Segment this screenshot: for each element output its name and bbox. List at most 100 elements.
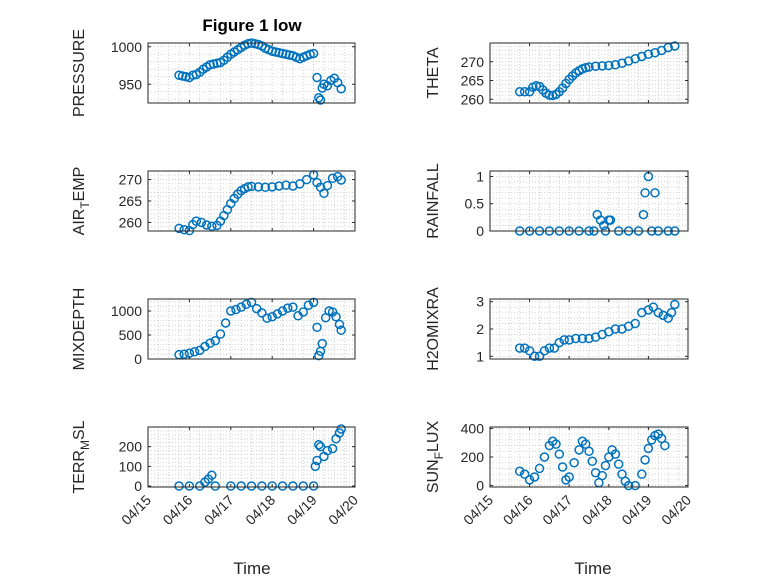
x-tick-label: 04/18 <box>579 492 615 528</box>
data-point <box>207 221 217 232</box>
data-point <box>215 329 226 339</box>
y-tick-label: 200 <box>461 449 485 465</box>
data-point <box>584 446 594 457</box>
data-point <box>241 299 252 310</box>
y-axis-label: PRESSURE <box>71 29 88 117</box>
data-point <box>554 449 565 459</box>
data-point <box>298 307 308 317</box>
y-axis-label: MIXDEPTH <box>71 288 88 371</box>
y-tick-label: 0.5 <box>465 196 485 212</box>
data-point <box>610 449 621 459</box>
data-point <box>336 424 346 434</box>
data-point <box>584 62 594 72</box>
data-point <box>303 300 314 310</box>
data-point <box>267 182 277 192</box>
y-tick-label: 100 <box>119 458 143 474</box>
data-point <box>529 351 540 362</box>
data-point <box>574 445 584 455</box>
y-tick-label: 0 <box>476 223 484 239</box>
data-point <box>191 216 202 226</box>
data-point <box>322 180 333 191</box>
data-point <box>267 481 277 491</box>
data-point <box>310 461 321 472</box>
x-tick-label: 04/18 <box>242 492 278 528</box>
data-point <box>317 338 327 349</box>
x-tick-label: 04/15 <box>460 492 496 528</box>
data-point <box>312 455 322 466</box>
data-point <box>260 182 271 193</box>
data-point <box>524 475 535 485</box>
data-point <box>666 307 677 318</box>
data-point <box>630 480 640 491</box>
y-tick-label: 950 <box>119 76 143 92</box>
data-point <box>314 93 324 103</box>
data-point <box>315 95 326 105</box>
data-point <box>640 455 650 465</box>
data-point <box>623 480 634 491</box>
x-tick-label: 04/16 <box>159 492 195 528</box>
subplot-8: 0 200 400 04/15 04/16 04/17 04/18 04/19 04/20 SUN… <box>425 420 694 527</box>
data-point <box>559 335 569 345</box>
data-point <box>327 173 338 184</box>
data-point <box>599 220 609 231</box>
data-point <box>322 445 333 456</box>
data-point <box>301 174 312 185</box>
data-point <box>236 481 246 491</box>
data-point <box>600 460 611 471</box>
subplot-6: 1 2 3 H2OMIXRA <box>425 287 689 371</box>
data-point <box>257 308 267 318</box>
y-tick-label: 265 <box>119 193 143 209</box>
data-point <box>638 209 649 220</box>
data-point <box>604 60 614 71</box>
data-point <box>577 333 588 344</box>
data-point <box>179 349 189 359</box>
y-tick-label: 0 <box>476 478 484 494</box>
y-tick-label: 1 <box>476 168 484 184</box>
y-tick-label: 1000 <box>111 303 142 319</box>
data-point <box>282 303 293 313</box>
data-point <box>184 481 195 491</box>
data-point <box>637 469 647 479</box>
data-point <box>327 443 338 454</box>
data-point <box>610 60 621 70</box>
data-point <box>524 346 535 356</box>
y-tick-label: 1 <box>476 348 484 364</box>
x-tick-label: 04/17 <box>539 492 575 528</box>
y-tick-label: 270 <box>119 172 143 188</box>
data-point <box>277 306 288 316</box>
data-point <box>220 318 231 328</box>
x-tick-label: 04/20 <box>658 492 694 528</box>
data-point <box>597 470 607 481</box>
axes-box <box>489 42 689 104</box>
x-tick-label: 04/16 <box>500 492 536 528</box>
data-point <box>201 220 212 230</box>
data-point <box>610 324 621 334</box>
data-point <box>605 215 616 225</box>
data-point <box>529 472 540 482</box>
x-tick-label: 04/15 <box>118 492 154 528</box>
y-tick-label: 1000 <box>111 39 142 55</box>
data-point <box>590 61 601 71</box>
data-point <box>650 188 660 198</box>
data-point <box>569 457 579 468</box>
data-point <box>554 337 565 348</box>
data-point <box>587 456 598 467</box>
axes-box <box>147 298 356 360</box>
data-point <box>281 180 291 190</box>
data-point <box>236 302 246 312</box>
data-point <box>648 302 659 312</box>
data-point <box>189 347 200 357</box>
subplot-2: 260 265 270 THETA <box>425 41 689 107</box>
data-point <box>660 440 670 451</box>
data-point <box>551 439 561 449</box>
data-point <box>514 343 525 353</box>
subplot-5: 0 500 1000 MIXDEPTH <box>71 288 356 371</box>
data-point <box>557 462 568 472</box>
data-point <box>288 481 298 491</box>
data-point <box>597 61 607 71</box>
data-point <box>643 305 654 315</box>
data-point <box>205 338 215 348</box>
x-tick-label: 04/17 <box>201 492 237 528</box>
data-point <box>658 310 668 321</box>
data-point <box>308 297 319 308</box>
